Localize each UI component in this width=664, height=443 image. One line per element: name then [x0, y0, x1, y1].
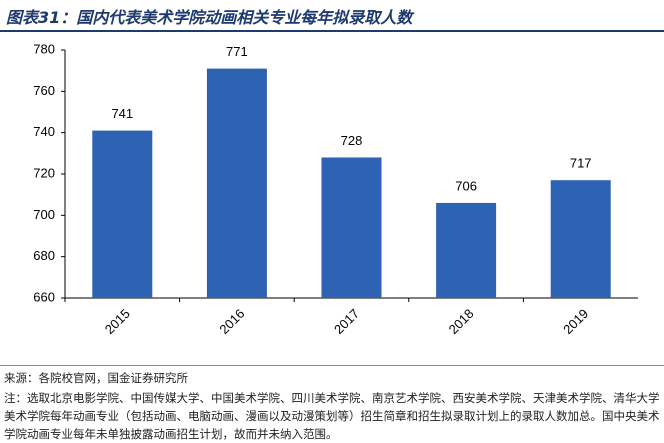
bar	[550, 180, 611, 298]
source: 来源：各院校官网，国金证券研究所	[4, 371, 188, 385]
bar	[436, 202, 497, 298]
data-label: 771	[226, 44, 248, 59]
data-label: 741	[111, 106, 133, 121]
bar	[321, 157, 382, 298]
y-tick-label: 760	[33, 83, 55, 98]
data-label: 717	[570, 156, 592, 171]
y-tick-label: 680	[33, 248, 55, 263]
y-tick-label: 720	[33, 165, 55, 180]
x-tick-label: 2015	[102, 306, 133, 337]
y-tick-label: 740	[33, 124, 55, 139]
chart-title: 图表31：国内代表美术学院动画相关专业每年拟录取人数	[6, 8, 413, 27]
separator	[0, 365, 664, 366]
x-tick-label: 2019	[560, 306, 591, 337]
title-rule	[0, 30, 664, 32]
y-tick-label: 700	[33, 207, 55, 222]
y-tick-label: 780	[33, 41, 55, 56]
note: 注：选取北京电影学院、中国传媒大学、中国美术学院、四川美术学院、南京艺术学院、西…	[4, 391, 660, 441]
data-label: 728	[341, 133, 363, 148]
bar	[92, 130, 153, 298]
y-tick-label: 660	[33, 289, 55, 304]
chart: 660 680 700 720 740 760 780 2015 741 2016 771 2017 7…	[33, 41, 638, 337]
x-tick-label: 2016	[216, 306, 247, 337]
x-tick-label: 2017	[331, 306, 362, 337]
data-label: 706	[455, 178, 477, 193]
x-tick-label: 2018	[446, 306, 477, 337]
bar	[206, 68, 267, 298]
